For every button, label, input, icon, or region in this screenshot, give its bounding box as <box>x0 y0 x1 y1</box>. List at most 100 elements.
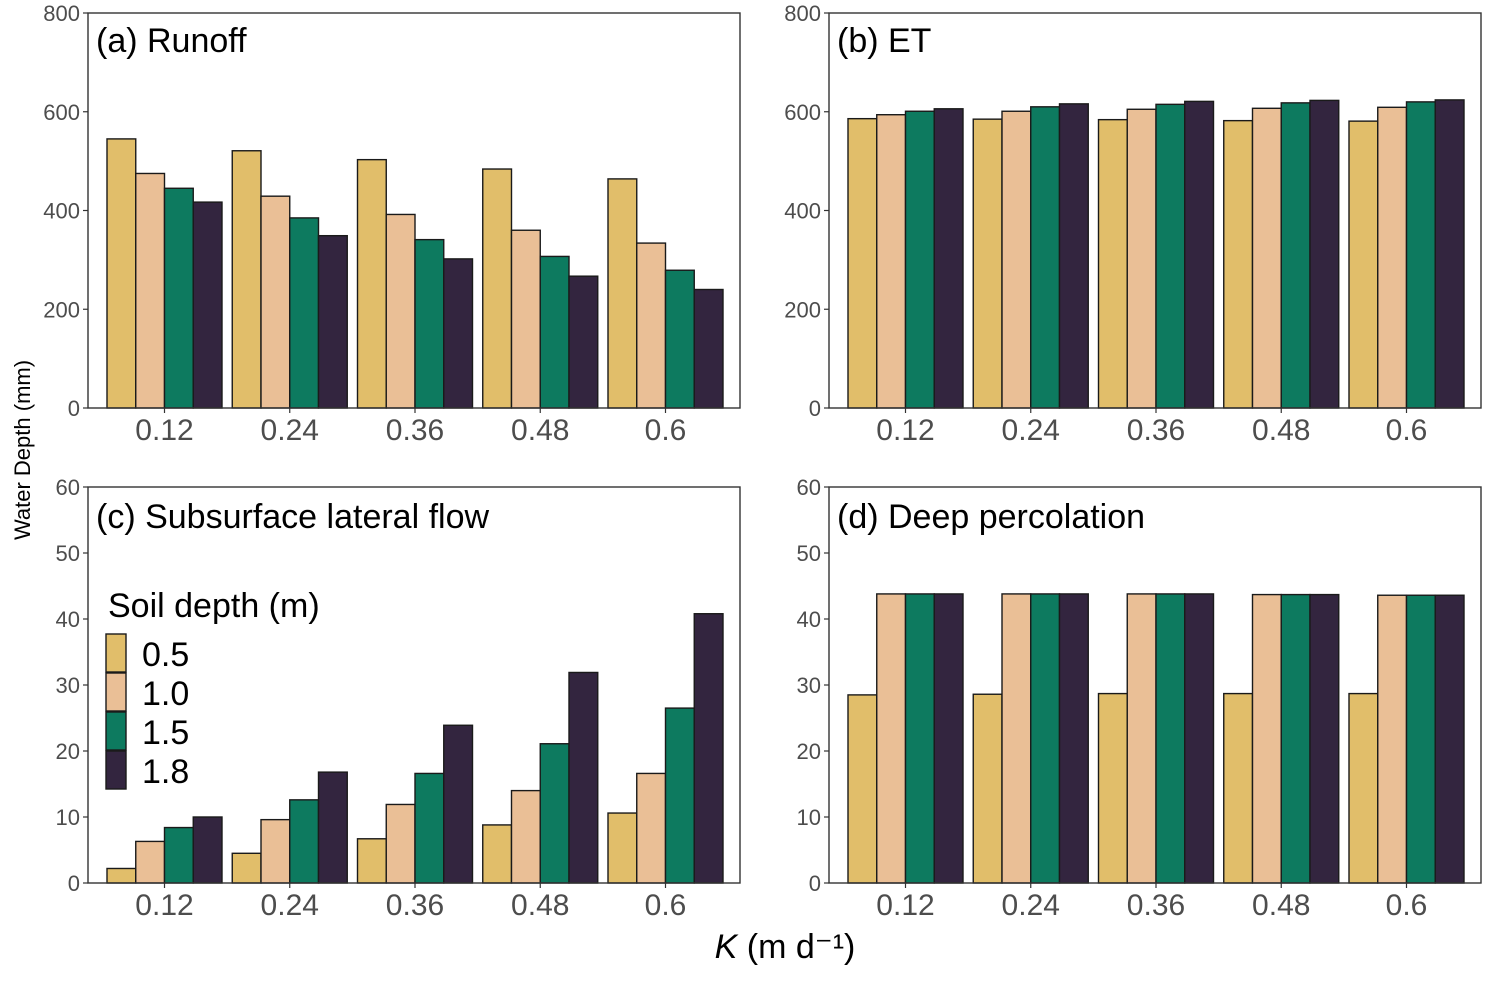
bar-0-3-3 <box>568 275 599 409</box>
bar-3-0-2 <box>904 593 935 884</box>
bar-3-0-3 <box>933 593 964 884</box>
bar-2-1-2 <box>289 799 320 884</box>
x-tick-label: 0.24 <box>261 414 319 447</box>
y-tick-label: 50 <box>797 541 821 566</box>
panel-title: (b) ET <box>837 22 931 60</box>
x-tick-label: 0.36 <box>1127 414 1185 447</box>
y-tick-label: 0 <box>809 396 821 421</box>
legend-label-1: 1.0 <box>142 675 189 713</box>
x-tick-label: 0.48 <box>511 889 569 922</box>
y-tick-label: 20 <box>56 739 80 764</box>
bar-2-1-0 <box>231 852 262 884</box>
bar-1-0-2 <box>904 110 935 409</box>
bar-1-2-3 <box>1184 100 1215 409</box>
bar-1-4-2 <box>1405 101 1436 409</box>
y-tick-label: 40 <box>797 607 821 632</box>
x-axis-symbol: K <box>715 928 739 966</box>
panel-0: 0.12 0.24 0.36 0.48 0.6 0 200 400 600 800 (a) Runo… <box>43 1 741 447</box>
y-tick-label: 600 <box>784 100 821 125</box>
y-tick-label: 800 <box>43 1 80 26</box>
panel-title: (c) Subsurface lateral flow <box>96 498 489 536</box>
x-tick-label: 0.24 <box>261 889 319 922</box>
bar-2-2-0 <box>356 838 387 884</box>
y-tick-label: 400 <box>43 199 80 224</box>
y-tick-label: 800 <box>784 1 821 26</box>
x-tick-label: 0.12 <box>876 889 934 922</box>
legend-swatch-1 <box>105 672 127 712</box>
x-tick-label: 0.12 <box>135 889 193 922</box>
y-tick-label: 0 <box>809 871 821 896</box>
x-tick-label: 0.36 <box>386 414 444 447</box>
bar-2-2-1 <box>385 803 416 884</box>
bar-3-4-0 <box>1348 692 1379 884</box>
legend-swatch-0 <box>105 633 127 673</box>
bar-0-2-3 <box>443 258 474 409</box>
panel-title: (a) Runoff <box>96 22 247 60</box>
bar-3-1-3 <box>1058 593 1089 884</box>
x-tick-label: 0.24 <box>1002 414 1060 447</box>
bar-0-0-0 <box>106 138 137 409</box>
bar-3-3-0 <box>1223 692 1254 884</box>
bar-2-4-1 <box>636 772 667 884</box>
legend-label-2: 1.5 <box>142 714 189 752</box>
x-tick-label: 0.36 <box>386 889 444 922</box>
bar-1-2-1 <box>1126 108 1157 409</box>
panel-title: (d) Deep percolation <box>837 498 1145 536</box>
bar-3-4-3 <box>1434 594 1465 884</box>
bar-2-0-3 <box>192 816 223 884</box>
bar-1-1-2 <box>1030 106 1061 409</box>
x-axis-label: K (m d⁻¹) <box>715 928 856 966</box>
x-tick-label: 0.6 <box>1386 414 1428 447</box>
bar-0-3-1 <box>510 229 541 409</box>
bar-0-0-3 <box>192 201 223 409</box>
bar-1-0-0 <box>847 117 878 409</box>
bar-1-3-0 <box>1223 119 1254 409</box>
x-tick-label: 0.48 <box>511 414 569 447</box>
bar-2-0-1 <box>135 840 166 884</box>
bar-3-0-0 <box>847 694 878 884</box>
bar-2-4-0 <box>607 812 638 884</box>
bar-2-2-2 <box>414 772 445 884</box>
y-tick-label: 30 <box>797 673 821 698</box>
x-tick-label: 0.48 <box>1252 889 1310 922</box>
x-tick-label: 0.6 <box>645 414 687 447</box>
bar-3-1-0 <box>972 693 1003 884</box>
bar-2-1-3 <box>317 771 348 884</box>
y-tick-label: 0 <box>68 396 80 421</box>
bar-3-2-2 <box>1155 593 1186 884</box>
y-tick-label: 10 <box>56 805 80 830</box>
bar-1-4-3 <box>1434 99 1465 409</box>
bar-2-0-2 <box>163 826 194 884</box>
bar-2-0-0 <box>106 867 137 884</box>
bar-0-4-2 <box>664 269 695 409</box>
y-axis-label: Water Depth (mm) <box>10 360 35 540</box>
bar-0-0-1 <box>135 172 166 409</box>
bar-1-0-1 <box>876 114 907 409</box>
bar-2-3-0 <box>482 824 513 884</box>
bar-1-3-2 <box>1280 102 1311 409</box>
panel-3: 0.12 0.24 0.36 0.48 0.6 0 10 20 30 40 50 60 (d) Deep… <box>797 475 1482 922</box>
bar-1-1-0 <box>972 118 1003 409</box>
y-tick-label: 30 <box>56 673 80 698</box>
bar-0-0-2 <box>163 187 194 409</box>
bar-1-3-1 <box>1251 107 1282 409</box>
bar-0-1-1 <box>260 195 291 409</box>
y-tick-label: 400 <box>784 199 821 224</box>
x-tick-label: 0.36 <box>1127 889 1185 922</box>
bar-0-4-0 <box>607 178 638 409</box>
legend-items: 0.51.01.51.8 <box>105 633 189 791</box>
x-tick-label: 0.48 <box>1252 414 1310 447</box>
bar-1-3-3 <box>1309 99 1340 409</box>
legend-label-3: 1.8 <box>142 753 189 791</box>
bar-3-4-1 <box>1377 594 1408 884</box>
bar-0-3-0 <box>482 168 513 409</box>
bar-1-1-1 <box>1001 110 1032 409</box>
y-tick-label: 200 <box>784 297 821 322</box>
bar-3-0-1 <box>876 593 907 884</box>
x-tick-label: 0.12 <box>135 414 193 447</box>
x-tick-label: 0.6 <box>1386 889 1428 922</box>
bar-0-1-3 <box>317 234 348 409</box>
bar-3-2-3 <box>1184 593 1215 884</box>
panel-1: 0.12 0.24 0.36 0.48 0.6 0 200 400 600 800 (b) ET <box>784 1 1482 447</box>
